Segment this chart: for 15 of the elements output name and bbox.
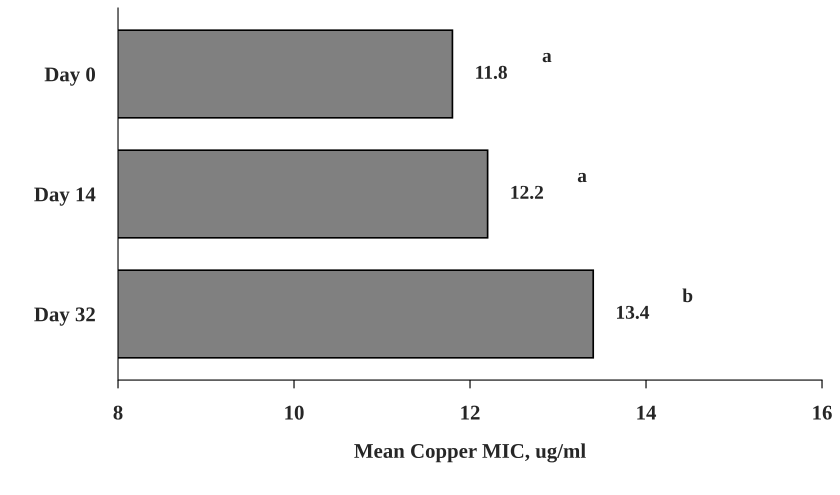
x-axis-title: Mean Copper MIC, ug/ml bbox=[354, 443, 586, 462]
data-label: 11.8 bbox=[476, 66, 507, 79]
x-tick-label: 8 bbox=[114, 406, 123, 420]
x-tick-label: 12 bbox=[461, 406, 480, 420]
y-tick-label: Day 0 bbox=[44, 67, 96, 86]
annotation: a bbox=[578, 172, 587, 182]
y-tick-label: Day 32 bbox=[34, 307, 95, 326]
data-label: 12.2 bbox=[511, 186, 544, 199]
x-tick-label: 16 bbox=[813, 406, 832, 420]
data-label: 13.4 bbox=[617, 306, 650, 319]
annotation: b bbox=[682, 288, 692, 302]
x-tick-label: 10 bbox=[285, 406, 304, 420]
y-tick-label: Day 14 bbox=[34, 187, 96, 206]
annotation: a bbox=[542, 52, 552, 62]
x-tick-label: 14 bbox=[637, 406, 656, 420]
